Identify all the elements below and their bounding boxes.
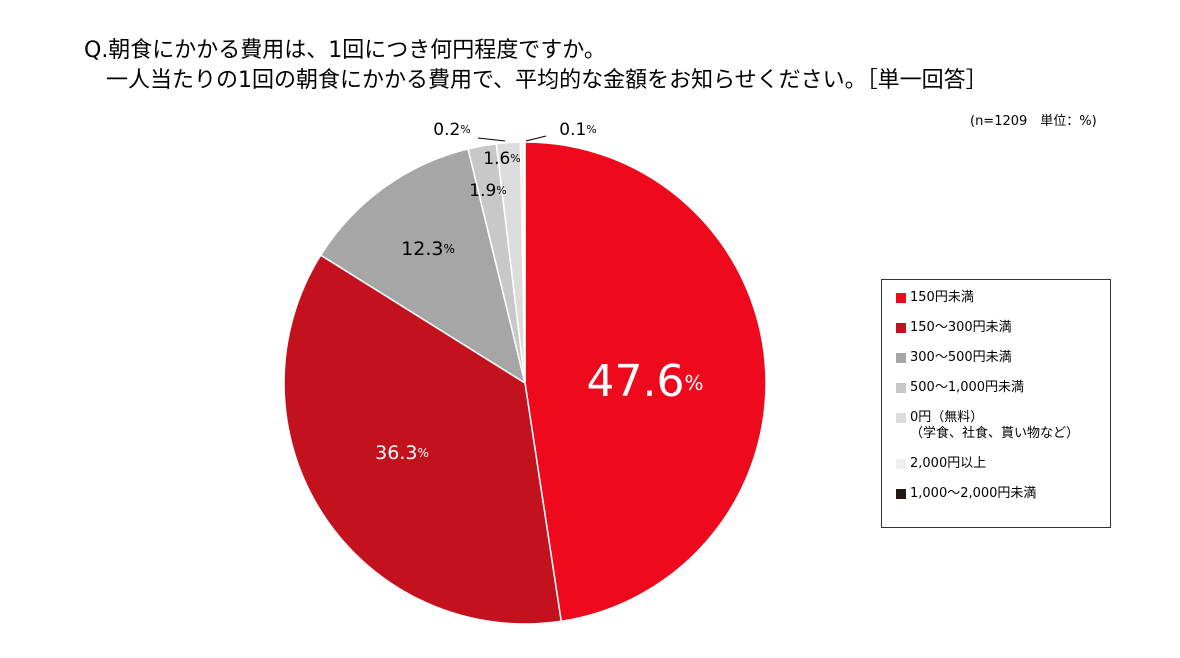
legend-label-2: 300～500円未満 [910, 350, 1012, 365]
legend-swatch-2 [896, 353, 906, 363]
slice-label-6: 0.1% [559, 120, 597, 140]
legend-swatch-4 [896, 413, 906, 423]
question-line-2: 一人当たりの1回の朝食にかかる費用で、平均的な金額をお知らせください。［単一回答… [106, 68, 988, 93]
pie-slice-1 [283, 254, 563, 625]
leader-line-6 [525, 135, 547, 142]
legend-item-2: 300～500円未満 [896, 350, 1100, 366]
question-text: Q.朝食にかかる費用は、1回につき何円程度ですか。 一人当たりの1回の朝食にかか… [84, 36, 988, 96]
legend-item-3: 500～1,000円未満 [896, 380, 1100, 396]
legend-swatch-1 [896, 323, 906, 333]
legend-label-6: 1,000～2,000円未満 [910, 486, 1037, 501]
slice-label-2: 12.3% [401, 238, 455, 260]
legend-item-4: 0円（無料） （学食、社食、貰い物など） [896, 410, 1100, 442]
legend-item-0: 150円未満 [896, 290, 1100, 306]
legend-label-1: 150～300円未満 [910, 320, 1012, 335]
pie-slice-6 [522, 141, 526, 384]
sample-size-note: (n=1209 単位：%) [970, 114, 1097, 129]
legend-swatch-0 [896, 293, 906, 303]
legend-item-1: 150～300円未満 [896, 320, 1100, 336]
legend-item-6: 1,000～2,000円未満 [896, 486, 1100, 502]
leader-line-5 [477, 137, 506, 142]
slice-label-5: 0.2% [433, 120, 471, 140]
slice-label-4: 1.6% [483, 149, 521, 169]
slice-label-3: 1.9% [469, 181, 507, 201]
legend-swatch-6 [896, 489, 906, 499]
slice-label-0: 47.6% [587, 356, 704, 407]
legend-swatch-3 [896, 383, 906, 393]
legend-label-5: 2,000円以上 [910, 456, 987, 471]
pie-slice-2 [319, 147, 527, 385]
legend-item-5: 2,000円以上 [896, 456, 1100, 472]
legend-label-0: 150円未満 [910, 290, 974, 305]
legend-label-4: 0円（無料） （学食、社食、貰い物など） [910, 410, 1080, 441]
legend-swatch-5 [896, 459, 906, 469]
slice-label-1: 36.3% [375, 442, 429, 464]
pie-slice-0 [524, 141, 767, 623]
legend-label-3: 500～1,000円未満 [910, 380, 1025, 395]
question-line-1: Q.朝食にかかる費用は、1回につき何円程度ですか。 [84, 38, 606, 63]
chart-legend: 150円未満 150～300円未満 300～500円未満 500～1,000円未満 0円… [881, 279, 1111, 528]
